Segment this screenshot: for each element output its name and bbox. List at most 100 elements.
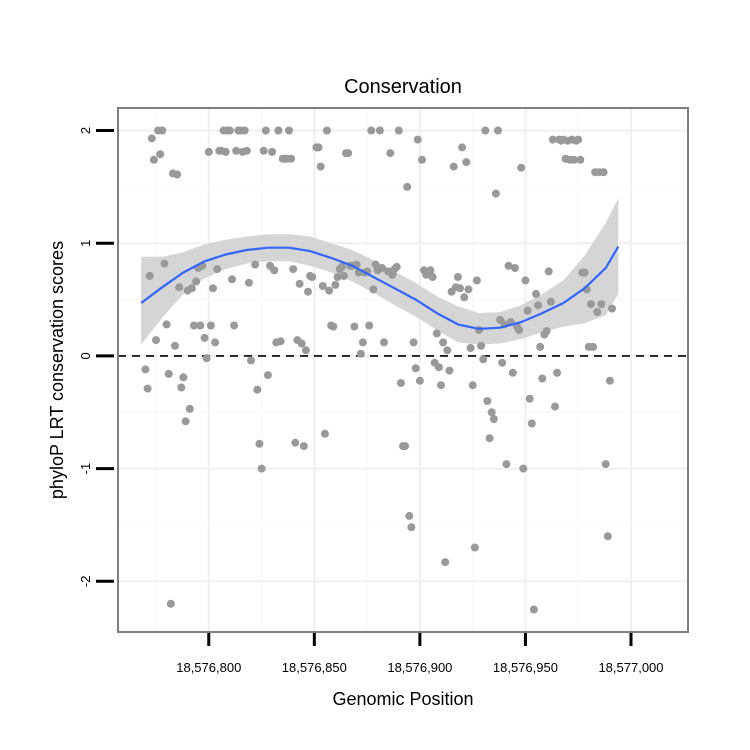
- data-point: [392, 262, 401, 271]
- data-point: [589, 342, 597, 351]
- data-point: [247, 356, 255, 365]
- data-point: [329, 322, 338, 331]
- data-point: [477, 341, 486, 350]
- data-point: [553, 368, 562, 377]
- y-tick-label: -1: [78, 463, 93, 475]
- data-point: [409, 338, 418, 347]
- data-point: [401, 442, 410, 451]
- x-axis-label: Genomic Position: [332, 689, 473, 709]
- y-axis: -2 -1 0 1 2: [78, 127, 114, 587]
- grid: [118, 108, 688, 632]
- data-point: [369, 285, 378, 294]
- data-point: [437, 381, 445, 390]
- data-point: [605, 376, 614, 385]
- data-point: [276, 337, 285, 346]
- data-point: [453, 273, 462, 281]
- data-point: [468, 381, 477, 390]
- data-point: [443, 346, 452, 355]
- data-point: [158, 126, 167, 135]
- data-point: [434, 363, 443, 372]
- data-point: [185, 404, 194, 413]
- data-point: [209, 284, 217, 293]
- data-point: [536, 342, 545, 351]
- data-point: [601, 460, 610, 469]
- data-point: [187, 284, 196, 293]
- data-point: [240, 126, 249, 135]
- data-point: [426, 266, 435, 275]
- data-point: [274, 126, 283, 135]
- data-point: [413, 135, 422, 144]
- data-point: [253, 385, 262, 394]
- data-point: [470, 543, 479, 552]
- smooth-trend: [140, 246, 620, 331]
- data-point: [576, 155, 585, 164]
- y-axis-label: phyloP LRT conservation scores: [47, 241, 67, 499]
- data-point: [494, 126, 502, 135]
- data-point: [394, 126, 403, 135]
- data-point: [325, 286, 334, 295]
- data-point: [529, 605, 538, 614]
- x-tick-label: 18,576,850: [282, 660, 347, 675]
- data-point: [268, 147, 277, 156]
- data-point: [232, 146, 241, 155]
- data-point: [441, 558, 450, 567]
- data-point: [599, 168, 608, 177]
- trend-line: [140, 246, 620, 331]
- data-point: [380, 338, 388, 347]
- data-point: [375, 126, 384, 135]
- data-point: [586, 300, 595, 309]
- data-point: [242, 146, 251, 155]
- data-point: [263, 371, 272, 380]
- data-point: [449, 162, 458, 171]
- data-point: [608, 304, 616, 313]
- data-point: [181, 417, 190, 426]
- data-point: [289, 265, 298, 274]
- data-point: [228, 275, 236, 284]
- data-point: [316, 162, 325, 171]
- data-point: [356, 349, 365, 358]
- data-point: [445, 366, 454, 375]
- data-point: [489, 415, 498, 423]
- data-point: [160, 259, 169, 268]
- data-point: [177, 383, 186, 392]
- data-point: [202, 354, 211, 363]
- data-point: [308, 273, 317, 281]
- data-point: [472, 276, 481, 285]
- data-point: [147, 134, 156, 143]
- data-point: [483, 397, 492, 405]
- data-point: [487, 408, 496, 417]
- data-point: [257, 464, 266, 473]
- data-point: [548, 135, 557, 144]
- y-tick-label: 2: [78, 127, 93, 134]
- data-point: [407, 523, 416, 532]
- data-point: [456, 284, 464, 293]
- y-tick-label: -2: [78, 576, 93, 588]
- data-point: [527, 419, 536, 428]
- data-point: [464, 285, 473, 294]
- data-points: [141, 126, 616, 614]
- data-point: [491, 189, 500, 198]
- data-point: [439, 338, 448, 347]
- data-point: [255, 439, 264, 448]
- data-point: [141, 365, 150, 374]
- data-point: [502, 460, 511, 469]
- data-point: [418, 155, 426, 164]
- data-point: [462, 158, 471, 167]
- data-point: [546, 297, 555, 306]
- data-point: [323, 126, 331, 135]
- data-point: [515, 326, 524, 334]
- data-point: [603, 532, 612, 541]
- data-point: [508, 368, 517, 377]
- data-point: [179, 373, 188, 382]
- data-point: [574, 135, 583, 144]
- data-point: [244, 278, 253, 287]
- data-point: [519, 464, 528, 473]
- data-point: [358, 338, 367, 347]
- data-point: [534, 301, 543, 310]
- x-tick-label: 18,577,000: [598, 660, 663, 675]
- data-point: [428, 273, 437, 281]
- data-point: [259, 146, 268, 155]
- data-point: [504, 261, 513, 270]
- data-point: [295, 279, 304, 288]
- data-point: [405, 511, 414, 520]
